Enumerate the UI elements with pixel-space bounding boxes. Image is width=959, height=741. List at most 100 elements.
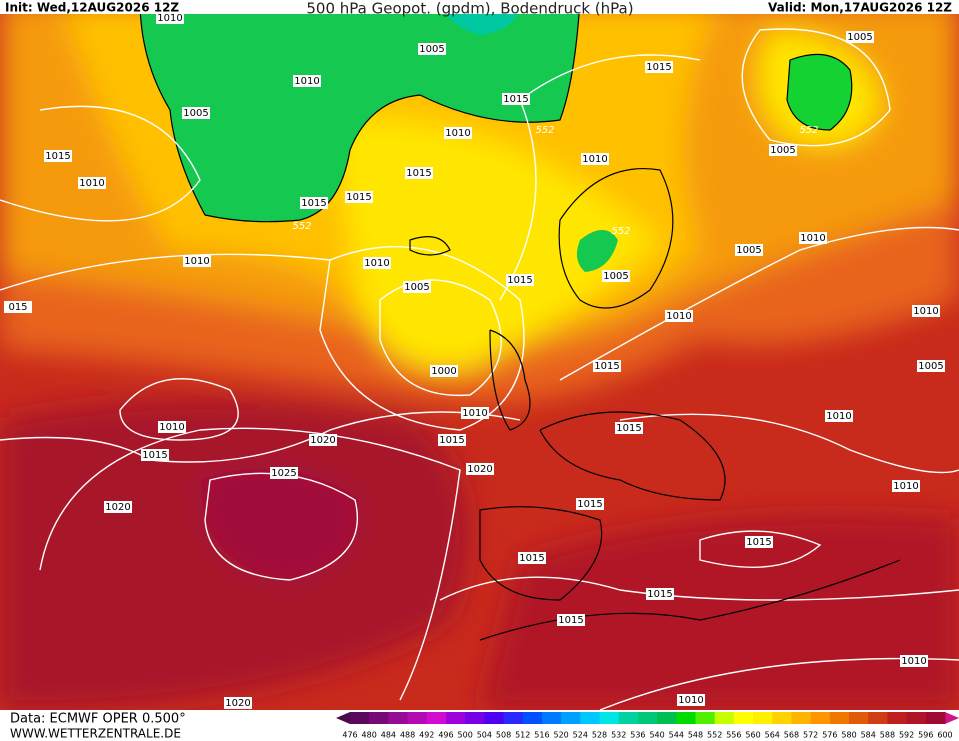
isobar-label: 1015	[646, 62, 671, 73]
scale-swatch	[599, 712, 620, 724]
isobar-label: 1015	[577, 499, 602, 510]
isobar-label-bg	[645, 61, 673, 73]
scale-label: 600	[937, 731, 952, 740]
isobar-label-bg	[646, 588, 674, 600]
scale-label: 504	[477, 731, 492, 740]
isobar-label: 1005	[736, 245, 761, 256]
scale-arrow-right	[945, 712, 959, 724]
scale-swatch	[388, 712, 409, 724]
isobar-label: 1015	[406, 168, 431, 179]
isobar-label-bg	[403, 281, 431, 293]
scale-label: 544	[669, 731, 684, 740]
scale-swatch	[868, 712, 888, 724]
isobar-label-bg	[745, 536, 773, 548]
isobar-label: 1015	[616, 423, 641, 434]
scale-label: 548	[688, 731, 703, 740]
valid-time: Valid: Mon,17AUG2026 12Z	[768, 1, 952, 15]
isobar-label: 1010	[678, 695, 703, 706]
scale-swatch	[849, 712, 869, 724]
scale-label: 540	[649, 731, 664, 740]
isobar-label: 1005	[603, 271, 628, 282]
isobar-label-bg	[466, 463, 494, 475]
isobar-label: 1010	[157, 13, 182, 24]
scale-swatch	[445, 712, 466, 724]
isobar-label: 1010	[184, 256, 209, 267]
scale-label: 484	[381, 731, 396, 740]
isobar-label: 1010	[826, 411, 851, 422]
isobar-label-bg	[300, 197, 328, 209]
scale-swatch	[503, 712, 524, 724]
scale-label: 536	[630, 731, 645, 740]
site: WWW.WETTERZENTRALE.DE	[10, 727, 181, 741]
scale-swatch	[580, 712, 601, 724]
isobar-label: 1010	[800, 233, 825, 244]
isobar-label-bg	[78, 177, 106, 189]
scale-label: 512	[515, 731, 530, 740]
isobar-label: 1005	[847, 32, 872, 43]
map-title: 500 hPa Geopot. (gpdm), Bodendruck (hPa)	[306, 0, 633, 18]
scale-label: 480	[362, 731, 377, 740]
scale-label: 584	[861, 731, 876, 740]
isobar-label-bg	[444, 127, 472, 139]
isobar-label-bg	[576, 498, 604, 510]
geopotential-label: 552	[611, 226, 630, 237]
isobar-label: 1005	[404, 282, 429, 293]
isobar-label: 1010	[159, 422, 184, 433]
header-bar	[0, 0, 959, 14]
isobar-label: 1015	[503, 94, 528, 105]
scale-swatch	[618, 712, 639, 724]
isobar-label-bg	[825, 410, 853, 422]
isobar-label-bg	[461, 407, 489, 419]
isobar-label-bg	[438, 434, 466, 446]
scale-label: 568	[784, 731, 799, 740]
scale-label: 516	[534, 731, 549, 740]
isobar-label-bg	[502, 93, 530, 105]
isobar-label-bg	[224, 697, 252, 709]
isobar-label: 1020	[225, 698, 250, 709]
isobar-label: 1010	[893, 481, 918, 492]
isobar-label-bg	[581, 153, 609, 165]
scale-arrow-left	[336, 712, 350, 724]
scale-label: 596	[918, 731, 933, 740]
isobar-label-bg	[557, 614, 585, 626]
isobar-label-bg	[735, 244, 763, 256]
scale-label: 492	[419, 731, 434, 740]
scale-swatch	[906, 712, 927, 724]
isobar-label-bg	[345, 191, 373, 203]
isobar-label-bg	[846, 31, 874, 43]
scale-swatch	[695, 712, 716, 724]
isobar-label-bg	[44, 150, 72, 162]
isobar-label-bg	[912, 305, 940, 317]
isobar-label: 1015	[519, 553, 544, 564]
scale-label: 528	[592, 731, 607, 740]
isobar-label: 1020	[467, 464, 492, 475]
isobar-label: 1020	[105, 502, 130, 513]
isobar-label-bg	[665, 310, 693, 322]
init-time: Init: Wed,12AUG2026 12Z	[5, 1, 179, 15]
scale-label: 488	[400, 731, 415, 740]
isobar-label: 1015	[346, 192, 371, 203]
scale-label: 588	[880, 731, 895, 740]
isobar-label-bg	[769, 144, 797, 156]
scale-swatch	[637, 712, 658, 724]
scale-label: 524	[573, 731, 588, 740]
isobar-label: 1010	[462, 408, 487, 419]
isobar-label: 1010	[666, 311, 691, 322]
isobar-label: 1015	[558, 615, 583, 626]
isobar-label: 1015	[439, 435, 464, 446]
isobar-label-bg	[799, 232, 827, 244]
isobar-label-bg	[892, 480, 920, 492]
isobar-label-bg	[270, 467, 298, 479]
scale-swatch	[733, 712, 754, 724]
coastlines	[409, 168, 901, 641]
geopotential-label: 552	[535, 125, 554, 136]
isobar-label: 1005	[419, 44, 444, 55]
scale-swatch	[369, 712, 389, 724]
isobar-label-bg	[183, 255, 211, 267]
isobar-label: 1010	[79, 178, 104, 189]
isobar-label-bg	[506, 274, 534, 286]
isobar-label: 1015	[594, 361, 619, 372]
field	[0, 0, 959, 710]
scale-swatch	[791, 712, 812, 724]
